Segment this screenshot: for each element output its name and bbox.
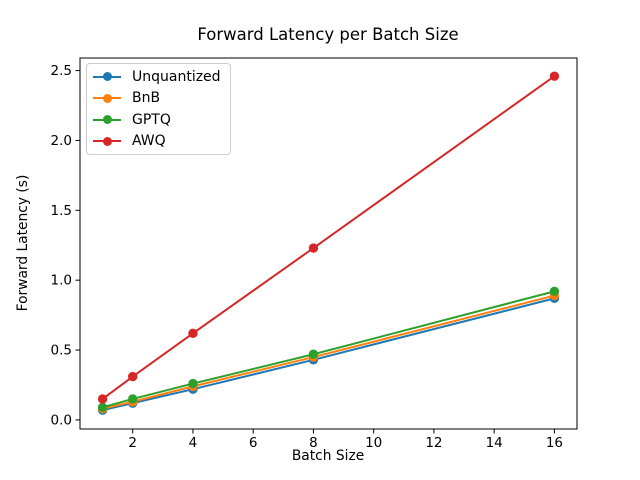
x-tick-label: 2 xyxy=(128,435,137,451)
y-tick-label: 1.5 xyxy=(51,203,72,219)
legend-label: BnB xyxy=(132,90,161,107)
point-AWQ-2 xyxy=(128,371,138,382)
point-GPTQ-8 xyxy=(308,349,319,359)
line-marker-icon xyxy=(93,135,121,147)
y-tick-label: 2.5 xyxy=(51,63,72,79)
point-GPTQ-4 xyxy=(188,378,198,389)
x-tick-label: 10 xyxy=(365,435,382,451)
point-AWQ-16 xyxy=(549,71,560,81)
y-tick-label: 2.0 xyxy=(51,133,72,149)
point-AWQ-8 xyxy=(308,243,319,253)
point-GPTQ-16 xyxy=(549,286,560,297)
point-GPTQ-2 xyxy=(128,394,138,404)
point-AWQ-4 xyxy=(188,328,198,338)
line-marker-icon xyxy=(93,114,121,126)
x-tick-label: 16 xyxy=(546,435,563,451)
line-marker-icon xyxy=(93,71,121,83)
y-tick-label: 0.0 xyxy=(51,412,72,428)
axes-frame xyxy=(79,57,578,430)
x-tick-label: 8 xyxy=(309,435,318,451)
x-tick-label: 14 xyxy=(486,435,503,451)
line-BnB xyxy=(102,294,555,410)
x-tick-label: 6 xyxy=(249,435,258,451)
x-tick-label: 4 xyxy=(189,435,198,451)
x-axis-label: Batch Size xyxy=(291,448,365,464)
line-marker-icon xyxy=(93,92,121,104)
x-tick-label: 12 xyxy=(425,435,442,451)
chart-title: Forward Latency per Batch Size xyxy=(197,25,459,44)
point-GPTQ-1 xyxy=(97,402,108,413)
y-tick-label: 0.5 xyxy=(51,343,72,359)
line-Unquantized xyxy=(102,297,555,412)
legend-item-awq: AWQ xyxy=(93,131,221,153)
legend-item-unquantized: Unquantized xyxy=(93,66,221,88)
point-AWQ-1 xyxy=(97,394,108,404)
legend-item-bnb: BnB xyxy=(93,88,221,110)
legend-item-gptq: GPTQ xyxy=(93,109,221,131)
legend-label: GPTQ xyxy=(132,111,171,128)
y-tick-label: 1.0 xyxy=(51,273,72,289)
legend-label: AWQ xyxy=(132,133,166,150)
legend-label: Unquantized xyxy=(132,68,221,85)
legend: Unquantized BnB GPTQ AWQ xyxy=(86,63,231,155)
y-axis-label: Forward Latency (s) xyxy=(15,174,31,312)
